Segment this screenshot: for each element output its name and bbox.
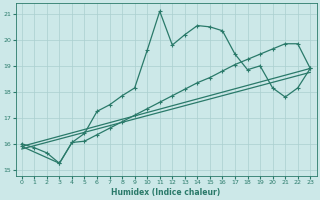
X-axis label: Humidex (Indice chaleur): Humidex (Indice chaleur) xyxy=(111,188,221,197)
